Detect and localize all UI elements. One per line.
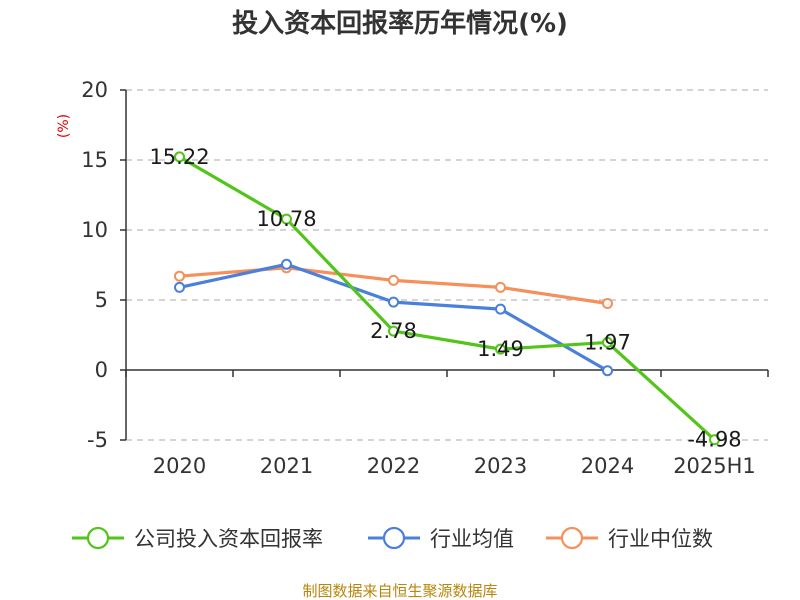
data-labels: 15.22 10.78 2.78 1.49 1.97 -4.98 [149, 145, 741, 452]
data-point [495, 303, 506, 315]
series-line [178, 155, 716, 441]
legend-item: 公司投入资本回报率 [72, 526, 323, 551]
series-lines [174, 151, 720, 446]
gridlines [126, 89, 768, 441]
data-point [174, 151, 185, 163]
y-tick-label: 5 [95, 288, 108, 312]
source-note: 制图数据来自恒生聚源数据库 [302, 582, 497, 600]
legend-swatch-marker [86, 526, 110, 550]
data-point [495, 281, 506, 293]
legend-label: 行业均值 [430, 527, 514, 551]
x-tick-label: 2023 [474, 454, 527, 478]
y-tick-label: -5 [87, 428, 108, 452]
data-label: 10.78 [256, 207, 316, 231]
data-point [388, 296, 399, 308]
y-tick-label: 20 [81, 78, 108, 102]
data-point [388, 325, 399, 337]
data-point [495, 343, 506, 355]
data-label: -4.98 [687, 428, 741, 452]
x-tick-label: 2024 [581, 454, 634, 478]
x-tick-label: 2022 [367, 454, 420, 478]
chart-title: 投入资本回报率历年情况(%) [232, 8, 568, 39]
data-point [281, 213, 292, 225]
data-point [174, 270, 185, 282]
legend-swatch-marker [382, 526, 406, 550]
data-label: 2.78 [370, 319, 417, 343]
y-tick-label: 15 [81, 148, 108, 172]
legend-item: 行业中位数 [546, 526, 713, 551]
x-tick-label: 2020 [153, 454, 206, 478]
x-tick-label: 2021 [260, 454, 313, 478]
data-point [388, 274, 399, 286]
data-point [602, 336, 613, 348]
data-label: 1.49 [477, 337, 524, 361]
data-point [281, 258, 292, 270]
y-axis-unit: (%) [56, 114, 72, 138]
data-point [174, 281, 185, 293]
legend-label: 行业中位数 [608, 527, 713, 551]
legend-item: 行业均值 [368, 526, 514, 551]
legend-label: 公司投入资本回报率 [134, 527, 323, 551]
legend-swatch-marker [560, 526, 584, 550]
legend: 公司投入资本回报率 行业均值 行业中位数 [72, 526, 713, 551]
data-point [709, 434, 720, 446]
y-tick-label: 10 [81, 218, 108, 242]
data-label: 15.22 [149, 145, 209, 169]
x-tick-label: 2025H1 [673, 454, 756, 478]
axes: 20 15 10 5 0 -5 2020 2021 2022 2023 2024 2025H1 [81, 78, 769, 478]
data-point [602, 365, 613, 377]
y-tick-label: 0 [95, 358, 108, 382]
data-label: 1.97 [584, 330, 631, 354]
data-point [602, 298, 613, 309]
